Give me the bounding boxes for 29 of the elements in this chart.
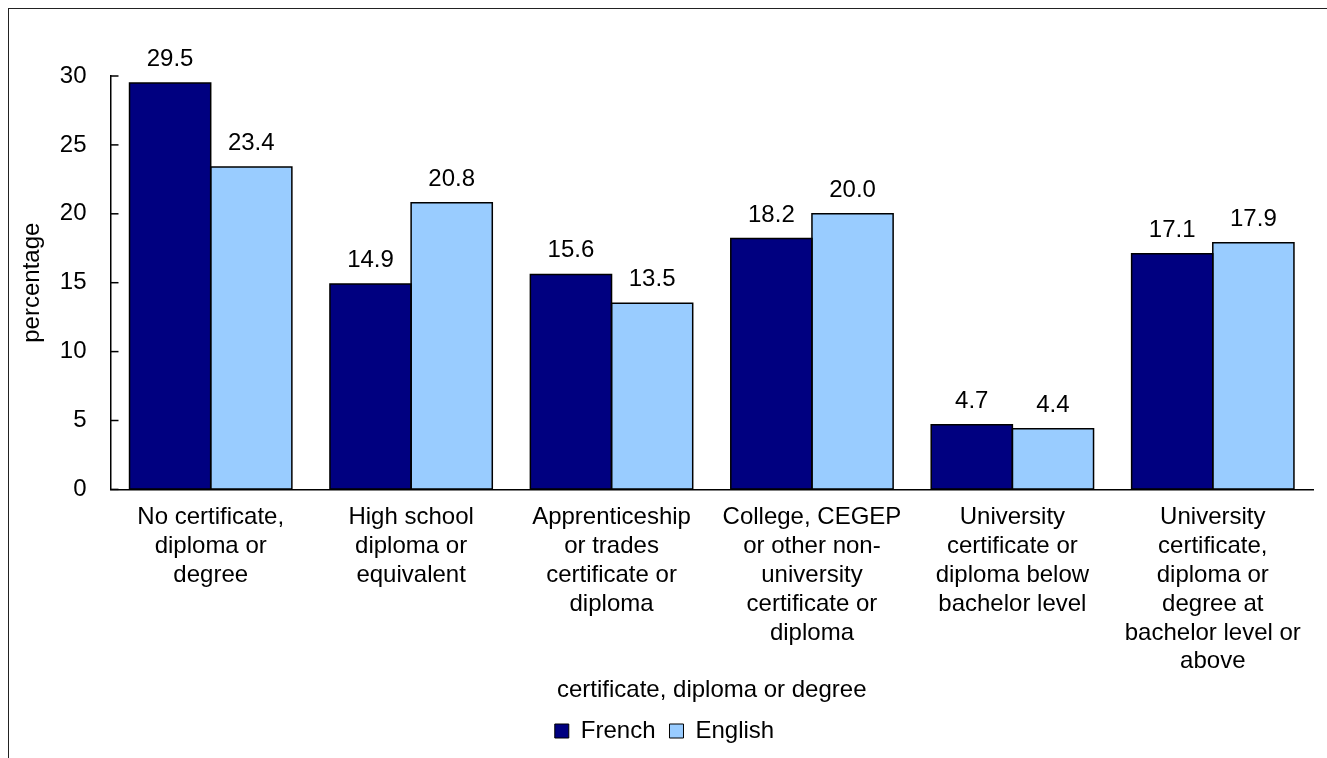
legend-label: French (580, 715, 656, 743)
x-tick-label: University certificate or diploma below bachelor level (935, 502, 1090, 616)
y-axis-title: percentage (17, 222, 45, 343)
data-label: 20.0 (829, 174, 876, 202)
y-tick-label: 10 (59, 336, 87, 364)
x-tick-label: College, CEGEP or other non-university certificate or diploma (722, 502, 902, 645)
x-tick-label: No certificate, diploma or degree (137, 502, 285, 588)
y-tick-label: 15 (59, 267, 87, 295)
y-tick-label: 5 (73, 405, 87, 433)
data-label: 4.4 (1036, 389, 1070, 417)
x-axis-title: certificate, diploma or degree (557, 675, 867, 703)
data-label: 4.7 (955, 385, 989, 413)
legend-label: English (695, 715, 775, 743)
x-tick-label: Apprenticeship or trades certificate or diploma (532, 502, 691, 616)
x-tick-label: University certificate, diploma or degree at bachelor level or above (1124, 502, 1301, 674)
data-label: 13.5 (628, 264, 676, 292)
data-label: 18.2 (748, 199, 795, 227)
data-label: 20.8 (428, 163, 476, 191)
y-tick-label: 20 (59, 198, 87, 226)
data-label: 17.1 (1148, 214, 1196, 242)
x-tick-label: High school diploma or equivalent (348, 502, 474, 588)
y-tick-label: 25 (59, 129, 87, 157)
data-label: 29.5 (146, 43, 194, 71)
data-label: 23.4 (227, 127, 275, 155)
data-label: 17.9 (1230, 203, 1277, 231)
data-label: 14.9 (347, 245, 394, 273)
y-tick-label: 30 (59, 60, 87, 88)
data-label: 15.6 (547, 235, 595, 263)
y-tick-label: 0 (73, 474, 87, 502)
